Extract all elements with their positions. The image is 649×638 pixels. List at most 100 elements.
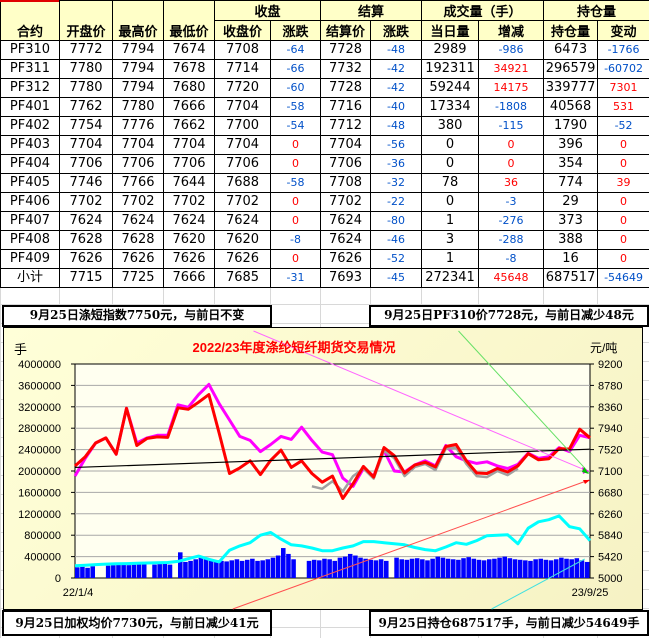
cell-增减: -276 — [478, 211, 545, 231]
cell-结算价: 7712 — [320, 116, 372, 136]
cell-涨跌: -54 — [269, 116, 322, 136]
cell-变动: 39 — [597, 173, 649, 193]
cell-涨跌: -64 — [269, 40, 322, 60]
cell-最低价: 7678 — [163, 59, 215, 79]
cell-最高价: 7628 — [112, 230, 164, 250]
cell-涨跌: -42 — [370, 59, 423, 79]
y-left-tick-label: 3200000 — [18, 402, 61, 414]
volume-bar — [543, 559, 549, 578]
note-index: 9月25日涤短指数7750元，与前日不变 — [2, 305, 272, 327]
cell-最高价: 7794 — [112, 40, 164, 60]
cell-开盘价: 7772 — [59, 40, 113, 60]
header-day-volume: 当日量 — [421, 20, 480, 41]
volume-bar — [409, 558, 415, 578]
cell-最高价: 7766 — [112, 173, 164, 193]
cell-涨跌: 0 — [269, 211, 322, 231]
table-row: PF401 7762 7780 7666 7704 -58 7716 -40 17334 -180… — [0, 97, 649, 117]
volume-bar — [353, 555, 358, 578]
cell-变动: -1766 — [597, 40, 649, 60]
cell-最低价: 7704 — [163, 135, 215, 155]
cell-最低价: 7702 — [163, 192, 215, 212]
volume-bar — [476, 559, 482, 578]
y-right-tick-label: 7100 — [598, 466, 622, 478]
note-weighted: 9月25日加权均价7730元，与前日减少41元 — [2, 610, 272, 636]
table-row: PF406 7702 7702 7702 7702 0 7702 -22 0 -3 29 0 — [0, 192, 649, 212]
volume-bar — [281, 548, 286, 578]
y-left-tick-label: 1200000 — [18, 509, 61, 521]
cell-开盘价: 7624 — [59, 211, 113, 231]
cell-最低价: 7620 — [163, 230, 215, 250]
cell-涨跌: 0 — [269, 249, 322, 269]
cell-涨跌: 0 — [269, 135, 322, 155]
cell-最低价: 7666 — [163, 268, 215, 288]
cell-增减: 34921 — [478, 59, 545, 79]
cell-变动: 0 — [597, 211, 649, 231]
table-row: PF310 7772 7794 7674 7708 -64 7728 -48 2989 -986 6… — [0, 40, 649, 60]
volume-bar — [528, 560, 533, 578]
cell-最低价: 7662 — [163, 116, 215, 136]
cell-涨跌: -40 — [370, 97, 423, 117]
cell-最低价: 7624 — [163, 211, 215, 231]
cell-最低价: 7626 — [163, 249, 215, 269]
futures-table: 合约 开盘价 最高价 最低价 收盘 结算 成交量（手） 持仓量 收盘价 涨跌 结… — [0, 0, 649, 288]
volume-bar — [136, 563, 142, 578]
volume-bar — [440, 557, 446, 578]
cell-最高价: 7706 — [112, 154, 164, 174]
cell-开盘价: 7780 — [59, 59, 113, 79]
cell-持仓量: 296579 — [543, 59, 599, 79]
volume-bar — [270, 557, 276, 578]
volume-bar — [373, 560, 379, 578]
annotation-line-magenta — [253, 330, 590, 473]
arrow-head — [583, 480, 590, 484]
cell-变动: 0 — [597, 135, 649, 155]
group-header-settle: 结算 — [320, 0, 423, 21]
cell-增减: -1808 — [478, 97, 545, 117]
cell-持仓量: 339777 — [543, 78, 599, 98]
volume-bar — [363, 558, 368, 578]
cell-涨跌: -22 — [370, 192, 423, 212]
cell-增减: -288 — [478, 230, 545, 250]
cell-持仓量: 354 — [543, 154, 599, 174]
cell-结算价: 7728 — [320, 40, 372, 60]
cell-最高价: 7704 — [112, 135, 164, 155]
group-header-volume: 成交量（手） — [421, 0, 545, 21]
cell-收盘价: 7626 — [214, 249, 271, 269]
volume-bar — [219, 560, 224, 578]
table-row: PF405 7746 7766 7644 7688 -58 7708 -32 78 36 774 39 — [0, 173, 649, 193]
volume-bar — [384, 560, 389, 578]
cell-结算价: 7626 — [320, 249, 372, 269]
volume-bar — [579, 560, 585, 578]
cell-开盘价: 7746 — [59, 173, 113, 193]
volume-bar — [502, 556, 507, 578]
table-row: PF407 7624 7624 7624 7624 0 7624 -80 1 -276 373 0 — [0, 211, 649, 231]
cell-变动: 531 — [597, 97, 649, 117]
cell-涨跌: 0 — [269, 154, 322, 174]
cell-收盘价: 7624 — [214, 211, 271, 231]
cell-增减: 14175 — [478, 78, 545, 98]
y-right-tick-label: 9200 — [598, 359, 622, 371]
volume-bar — [430, 558, 435, 578]
header-contract: 合约 — [0, 0, 60, 41]
cell-最高价: 7780 — [112, 97, 164, 117]
header-oi-change: 变动 — [597, 20, 649, 41]
table-row: PF409 7626 7626 7626 7626 0 7626 -52 1 -8 16 0 — [0, 249, 649, 269]
volume-bar — [399, 559, 404, 578]
cell-开盘价: 7628 — [59, 230, 113, 250]
volume-bar — [533, 559, 538, 578]
cell-涨跌: -48 — [370, 116, 423, 136]
cell-涨跌: -31 — [269, 268, 322, 288]
volume-bar — [183, 561, 188, 578]
cell-开盘价: 7704 — [59, 135, 113, 155]
volume-bar — [116, 564, 121, 578]
volume-bar — [435, 556, 441, 578]
cell-收盘价: 7700 — [214, 116, 271, 136]
cell-当日量: 0 — [421, 135, 480, 155]
volume-bar — [126, 565, 132, 578]
cell-涨跌: -45 — [370, 268, 423, 288]
cell-结算价: 7708 — [320, 173, 372, 193]
cell-合约: PF405 — [0, 173, 60, 193]
cell-合约: PF406 — [0, 192, 60, 212]
cell-最高价: 7794 — [112, 78, 164, 98]
cell-开盘价: 7754 — [59, 116, 113, 136]
volume-bar — [574, 558, 580, 578]
